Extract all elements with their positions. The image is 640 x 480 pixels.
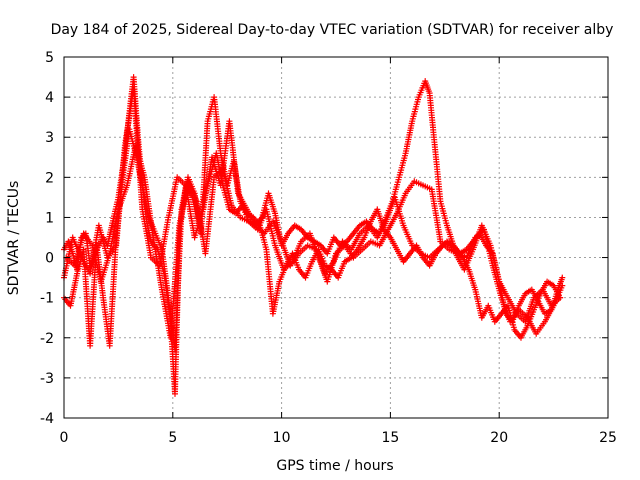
plot-frame bbox=[63, 56, 609, 419]
x-tick-label: 10 bbox=[273, 430, 291, 446]
x-tick-label: 20 bbox=[490, 430, 508, 446]
y-tick-label: 1 bbox=[45, 210, 54, 226]
y-tick-label: 5 bbox=[45, 50, 54, 66]
y-tick-label: -2 bbox=[40, 331, 54, 347]
data-point bbox=[559, 274, 566, 281]
x-tick-label: 25 bbox=[599, 430, 617, 446]
y-tick-label: 0 bbox=[45, 251, 54, 267]
data-point bbox=[559, 282, 566, 289]
x-tick-label: 5 bbox=[168, 430, 177, 446]
chart-title: Day 184 of 2025, Sidereal Day-to-day VTE… bbox=[51, 22, 614, 38]
points-layer bbox=[61, 74, 566, 397]
x-axis-label: GPS time / hours bbox=[276, 458, 393, 474]
y-tick-label: 4 bbox=[45, 90, 54, 106]
y-axis-label: SDTVAR / TECUs bbox=[6, 181, 22, 296]
y-tick-label: -3 bbox=[40, 371, 54, 387]
y-tick-label: 2 bbox=[45, 170, 54, 186]
series-trace-d bbox=[63, 142, 566, 341]
tick-layer: 0 5 10 15 20 25 -4 -3 -2 -1 0 1 2 3 4 5 bbox=[40, 50, 617, 446]
y-tick-label: 3 bbox=[45, 130, 54, 146]
y-tick-label: -1 bbox=[40, 291, 54, 307]
series-trace-c bbox=[61, 86, 564, 325]
x-tick-label: 0 bbox=[60, 430, 69, 446]
y-tick-label: -4 bbox=[40, 411, 54, 427]
x-tick-label: 15 bbox=[381, 430, 399, 446]
